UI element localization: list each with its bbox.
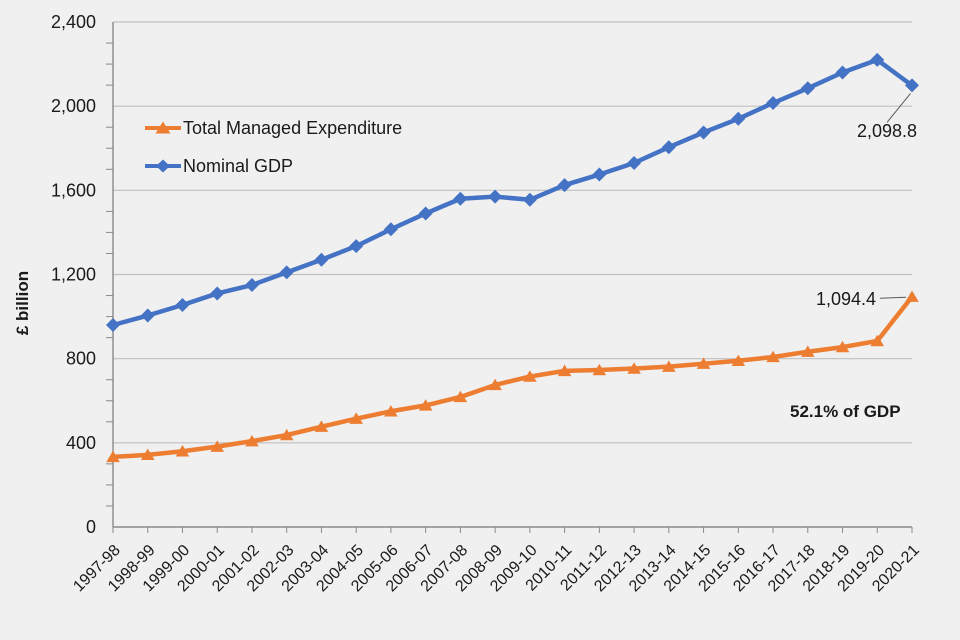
- data-point-marker-gdp: [661, 140, 676, 155]
- data-point-marker-tme: [210, 440, 225, 452]
- data-point-marker-gdp: [522, 192, 537, 207]
- data-point-marker-tme: [140, 448, 155, 461]
- series-line-gdp: [110, 57, 915, 328]
- data-point-marker-tme: [418, 399, 433, 411]
- annotation-percent-of-gdp: 52.1% of GDP: [790, 402, 901, 421]
- data-point-marker-gdp: [383, 222, 398, 237]
- data-point-marker-gdp: [140, 308, 155, 323]
- data-point-marker-gdp: [279, 265, 294, 280]
- data-point-marker-gdp: [488, 189, 503, 204]
- data-point-marker-tme: [800, 345, 815, 357]
- data-point-marker-tme: [175, 445, 190, 457]
- data-point-marker-tme: [662, 360, 676, 372]
- legend-label-gdp: Nominal GDP: [183, 155, 294, 176]
- legend-label-tme: Total Managed Expenditure: [183, 117, 403, 138]
- series-line-tme: [110, 294, 915, 460]
- annotation-leader-line-tme: [879, 296, 907, 299]
- y-tick-label: 1,600: [51, 180, 96, 200]
- legend: Total Managed Expenditure Nominal GDP: [145, 116, 402, 192]
- data-point-marker-gdp: [835, 65, 850, 80]
- data-point-marker-gdp: [696, 125, 711, 140]
- legend-triangle-marker-icon: [145, 121, 181, 134]
- legend-item-total-managed-expenditure[interactable]: Total Managed Expenditure: [145, 116, 402, 140]
- data-point-marker-tme: [696, 357, 711, 369]
- data-point-marker-gdp: [592, 167, 607, 182]
- annotation-leader-line-gdp: [886, 93, 911, 123]
- data-point-marker-gdp: [627, 155, 642, 170]
- legend-item-nominal-gdp[interactable]: Nominal GDP: [145, 154, 402, 178]
- data-point-marker-gdp: [870, 52, 885, 67]
- data-point-marker-gdp: [314, 252, 329, 267]
- data-point-marker-gdp: [244, 278, 259, 293]
- annotation-gdp-final-value: 2,098.8: [856, 121, 918, 141]
- data-point-marker-gdp: [557, 178, 572, 193]
- data-point-marker-tme: [106, 450, 120, 463]
- data-point-marker-tme: [731, 354, 746, 366]
- data-point-marker-tme: [905, 290, 919, 302]
- y-tick-label: 1,200: [51, 265, 96, 285]
- data-point-marker-tme: [349, 412, 363, 424]
- data-point-marker-tme: [523, 370, 537, 382]
- data-point-marker-gdp: [766, 96, 781, 111]
- data-point-marker-tme: [279, 428, 294, 441]
- y-tick-label: 2,000: [51, 96, 96, 116]
- y-tick-label: 800: [66, 349, 96, 369]
- data-point-marker-gdp: [731, 111, 746, 126]
- data-point-marker-tme: [870, 334, 885, 347]
- data-point-marker-gdp: [453, 191, 468, 206]
- data-point-marker-tme: [384, 405, 398, 417]
- data-point-marker-tme: [592, 363, 607, 376]
- data-point-marker-tme: [835, 340, 850, 353]
- data-point-marker-gdp: [800, 81, 815, 96]
- data-point-marker-gdp: [210, 286, 225, 301]
- data-point-marker-gdp: [106, 318, 120, 332]
- data-point-marker-tme: [314, 420, 329, 432]
- data-point-marker-gdp: [905, 78, 919, 93]
- y-tick-label: 0: [86, 517, 96, 537]
- data-point-marker-gdp: [418, 206, 433, 221]
- y-tick-label: 400: [66, 433, 96, 453]
- data-point-marker-tme: [557, 364, 572, 377]
- y-axis-title: £ billion: [13, 270, 32, 336]
- data-point-marker-tme: [488, 378, 502, 391]
- data-point-marker-gdp: [175, 298, 190, 313]
- annotation-tme-final-value: 1,094.4: [815, 289, 876, 309]
- data-point-marker-tme: [627, 362, 641, 374]
- y-tick-label: 2,400: [51, 12, 96, 32]
- data-point-marker-tme: [453, 390, 468, 403]
- data-point-marker-gdp: [349, 239, 364, 254]
- legend-diamond-marker-icon: [145, 159, 181, 173]
- data-point-marker-tme: [245, 434, 259, 447]
- data-point-marker-tme: [766, 350, 780, 363]
